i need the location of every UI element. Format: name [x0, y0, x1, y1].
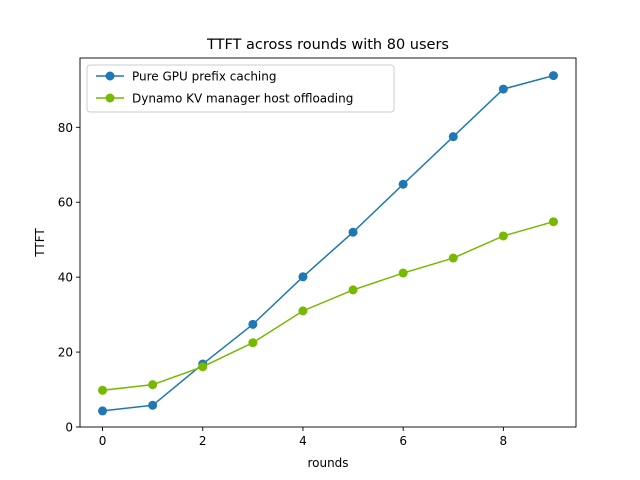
chart-title: TTFT across rounds with 80 users — [206, 37, 449, 53]
data-point — [298, 272, 308, 282]
plot-area — [98, 71, 558, 416]
x-tick-label: 4 — [299, 434, 307, 448]
data-point — [448, 132, 458, 142]
x-axis: 0 2 4 6 8 — [99, 427, 507, 448]
x-tick-label: 8 — [500, 434, 508, 448]
x-tick-label: 6 — [399, 434, 407, 448]
x-tick-label: 0 — [99, 434, 107, 448]
data-point — [398, 179, 408, 189]
x-tick-label: 2 — [199, 434, 207, 448]
y-tick-label: 0 — [65, 421, 73, 435]
legend-entry-dynamo: Dynamo KV manager host offloading — [96, 92, 353, 106]
data-point — [148, 400, 158, 410]
data-point — [248, 319, 258, 329]
data-point — [248, 338, 258, 348]
y-tick-label: 60 — [58, 196, 73, 210]
data-point — [448, 253, 458, 263]
series-line-0 — [102, 74, 554, 412]
data-point — [98, 406, 108, 416]
y-axis: 0 20 40 60 80 — [58, 121, 80, 435]
legend-label: Dynamo KV manager host offloading — [132, 92, 353, 106]
data-point — [148, 380, 158, 390]
legend-entry-pure-gpu: Pure GPU prefix caching — [96, 70, 277, 84]
data-point — [348, 227, 358, 237]
data-point — [198, 362, 208, 372]
series-line-1 — [102, 220, 554, 392]
x-axis-label: rounds — [307, 456, 348, 470]
y-tick-label: 20 — [58, 346, 73, 360]
legend-box — [86, 64, 395, 113]
y-tick-label: 80 — [58, 121, 73, 135]
data-point — [498, 231, 508, 241]
legend-marker — [105, 71, 115, 81]
data-point — [398, 268, 408, 278]
legend-marker — [105, 93, 115, 103]
data-point — [298, 306, 308, 316]
data-point — [548, 71, 558, 81]
y-axis-label: TTFT — [33, 228, 47, 258]
data-point — [498, 84, 508, 94]
axes-frame — [79, 57, 577, 428]
data-point — [348, 285, 358, 295]
data-point — [548, 217, 558, 227]
legend: Pure GPU prefix caching Dynamo KV manage… — [86, 64, 395, 113]
data-point — [98, 385, 108, 395]
y-tick-label: 40 — [58, 271, 73, 285]
legend-label: Pure GPU prefix caching — [132, 70, 277, 84]
